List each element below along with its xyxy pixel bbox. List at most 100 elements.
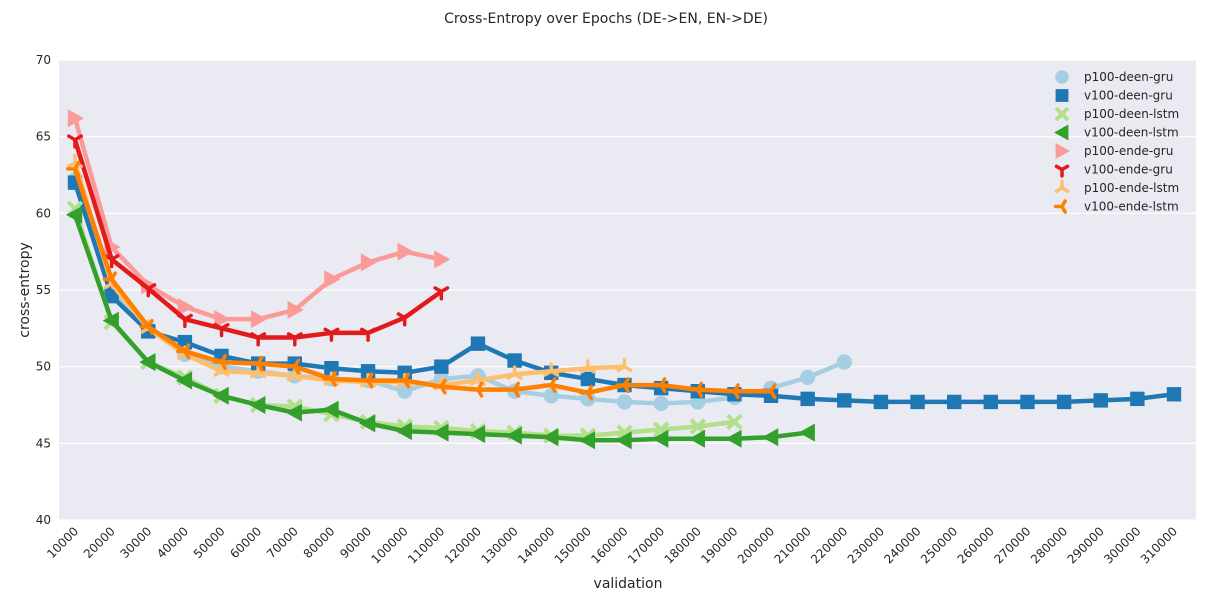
series-p100-ende-gru (67, 109, 451, 329)
data-point-v100-deen-lstm-3 (175, 371, 193, 390)
x-tick-label-21: 220000 (808, 524, 850, 566)
x-tick-label-14: 150000 (552, 524, 594, 566)
data-point-p100-deen-lstm-17 (689, 418, 706, 435)
x-tick-label-13: 140000 (515, 524, 557, 566)
x-tick-label-23: 240000 (881, 524, 923, 566)
data-point-v100-ende-lstm-17 (688, 381, 704, 398)
series-v100-ende-gru (67, 134, 450, 347)
data-point-p100-ende-gru-2 (141, 276, 158, 295)
legend-marker-v100-ende-gru (1054, 164, 1070, 178)
data-point-v100-ende-gru-10 (433, 286, 450, 301)
y-tick-label-4: 60 (36, 206, 51, 220)
x-tick-label-25: 260000 (955, 524, 997, 566)
data-point-v100-ende-gru-1 (103, 253, 120, 269)
data-point-v100-deen-lstm-5 (249, 396, 266, 414)
y-tick-label-0: 40 (36, 513, 51, 527)
data-point-v100-deen-gru-20 (800, 391, 815, 407)
data-point-v100-deen-lstm-2 (139, 353, 156, 372)
data-point-v100-ende-lstm-12 (505, 381, 520, 398)
legend-label-p100-deen-lstm: p100-deen-lstm (1084, 107, 1179, 121)
legend-marker-v100-deen-gru (1055, 89, 1069, 102)
x-tick-label-7: 80000 (301, 524, 338, 561)
data-point-v100-deen-gru-1 (104, 288, 119, 304)
x-tick-label-9: 100000 (369, 524, 411, 566)
data-point-v100-deen-gru-27 (1056, 394, 1072, 410)
data-point-v100-ende-gru-2 (140, 283, 157, 298)
x-tick-label-4: 50000 (191, 524, 228, 561)
x-tick-label-17: 180000 (662, 524, 704, 566)
data-point-v100-ende-gru-3 (176, 313, 193, 329)
x-tick-label-12: 130000 (478, 524, 520, 566)
data-point-v100-deen-gru-23 (910, 394, 925, 410)
x-tick-label-24: 250000 (918, 524, 960, 566)
data-point-v100-ende-gru-9 (396, 312, 413, 327)
legend: p100-deen-gru v100-deen-gru p100-deen-lstm… (1053, 70, 1179, 214)
data-point-v100-deen-lstm-15 (615, 431, 632, 450)
data-point-v100-ende-lstm-7 (322, 370, 337, 387)
x-tick-label-10: 110000 (405, 524, 447, 566)
y-axis-ticks: 40 45 50 55 60 65 70 (36, 53, 51, 527)
data-point-p100-deen-gru-16 (653, 395, 669, 412)
x-axis-ticks: 10000 20000 30000 40000 50000 60000 70000 80000… (44, 524, 1180, 566)
series-layer (66, 109, 1182, 450)
data-point-v100-deen-lstm-18 (725, 429, 742, 448)
legend-label-v100-deen-lstm: v100-deen-lstm (1084, 126, 1179, 140)
data-point-v100-deen-lstm-16 (652, 429, 669, 448)
data-point-v100-ende-lstm-6 (285, 358, 301, 375)
data-point-p100-ende-gru-9 (397, 242, 414, 261)
data-point-v100-deen-lstm-7 (322, 400, 339, 419)
x-tick-label-11: 120000 (442, 524, 484, 566)
series-v100-ende-lstm (66, 160, 777, 401)
data-point-v100-deen-gru-21 (837, 393, 852, 408)
data-point-p100-deen-gru-21 (836, 354, 852, 370)
data-point-v100-ende-lstm-1 (102, 271, 117, 288)
data-point-v100-deen-lstm-14 (578, 431, 596, 450)
data-point-v100-deen-lstm-0 (66, 205, 83, 224)
data-point-v100-ende-lstm-11 (469, 381, 484, 398)
data-point-v100-deen-gru-24 (947, 394, 962, 410)
data-point-v100-ende-lstm-3 (175, 343, 191, 360)
y-tick-label-1: 45 (36, 436, 51, 450)
data-point-p100-ende-gru-0 (67, 109, 84, 128)
data-point-v100-deen-gru-25 (983, 394, 999, 410)
x-tick-label-5: 60000 (227, 524, 264, 561)
data-point-v100-deen-lstm-19 (762, 428, 779, 447)
x-tick-label-2: 30000 (117, 524, 154, 561)
data-point-v100-ende-lstm-4 (212, 354, 227, 371)
y-tick-label-5: 65 (36, 130, 51, 144)
legend-label-v100-deen-gru: v100-deen-gru (1084, 89, 1173, 103)
data-point-v100-deen-gru-28 (1093, 393, 1108, 408)
data-point-v100-deen-gru-11 (470, 336, 486, 351)
x-tick-label-18: 190000 (698, 524, 740, 566)
data-point-p100-deen-gru-14 (580, 391, 596, 407)
data-point-p100-deen-lstm-18 (726, 413, 743, 431)
data-point-p100-ende-gru-8 (360, 253, 378, 272)
x-tick-label-20: 210000 (771, 524, 813, 566)
data-point-v100-deen-lstm-6 (285, 403, 302, 422)
x-tick-label-15: 160000 (588, 524, 630, 566)
data-point-v100-deen-gru-29 (1130, 391, 1145, 407)
data-point-v100-deen-lstm-4 (212, 386, 229, 405)
data-point-p100-deen-gru-13 (543, 388, 559, 404)
legend-marker-v100-deen-lstm (1054, 124, 1069, 141)
x-tick-label-6: 70000 (264, 524, 301, 561)
data-point-p100-ende-lstm-14 (579, 359, 596, 374)
data-point-p100-ende-gru-5 (250, 310, 268, 329)
data-point-v100-ende-gru-6 (286, 332, 303, 347)
legend-marker-p100-deen-lstm (1054, 106, 1070, 122)
legend-label-p100-ende-lstm: p100-ende-lstm (1084, 181, 1179, 195)
x-tick-label-0: 10000 (44, 524, 81, 561)
data-point-v100-ende-gru-7 (323, 327, 340, 342)
legend-marker-p100-ende-lstm (1054, 179, 1070, 193)
data-point-v100-deen-lstm-8 (359, 414, 376, 433)
x-tick-label-28: 290000 (1065, 524, 1107, 566)
y-axis-label: cross-entropy (17, 242, 33, 338)
data-point-v100-deen-gru-12 (507, 353, 522, 368)
x-tick-label-29: 300000 (1101, 524, 1143, 566)
x-tick-label-19: 200000 (735, 524, 777, 566)
legend-marker-v100-ende-lstm (1053, 199, 1067, 214)
data-point-p100-ende-lstm-12 (506, 365, 523, 380)
x-tick-label-3: 40000 (154, 524, 191, 561)
data-point-v100-ende-lstm-16 (652, 377, 667, 394)
